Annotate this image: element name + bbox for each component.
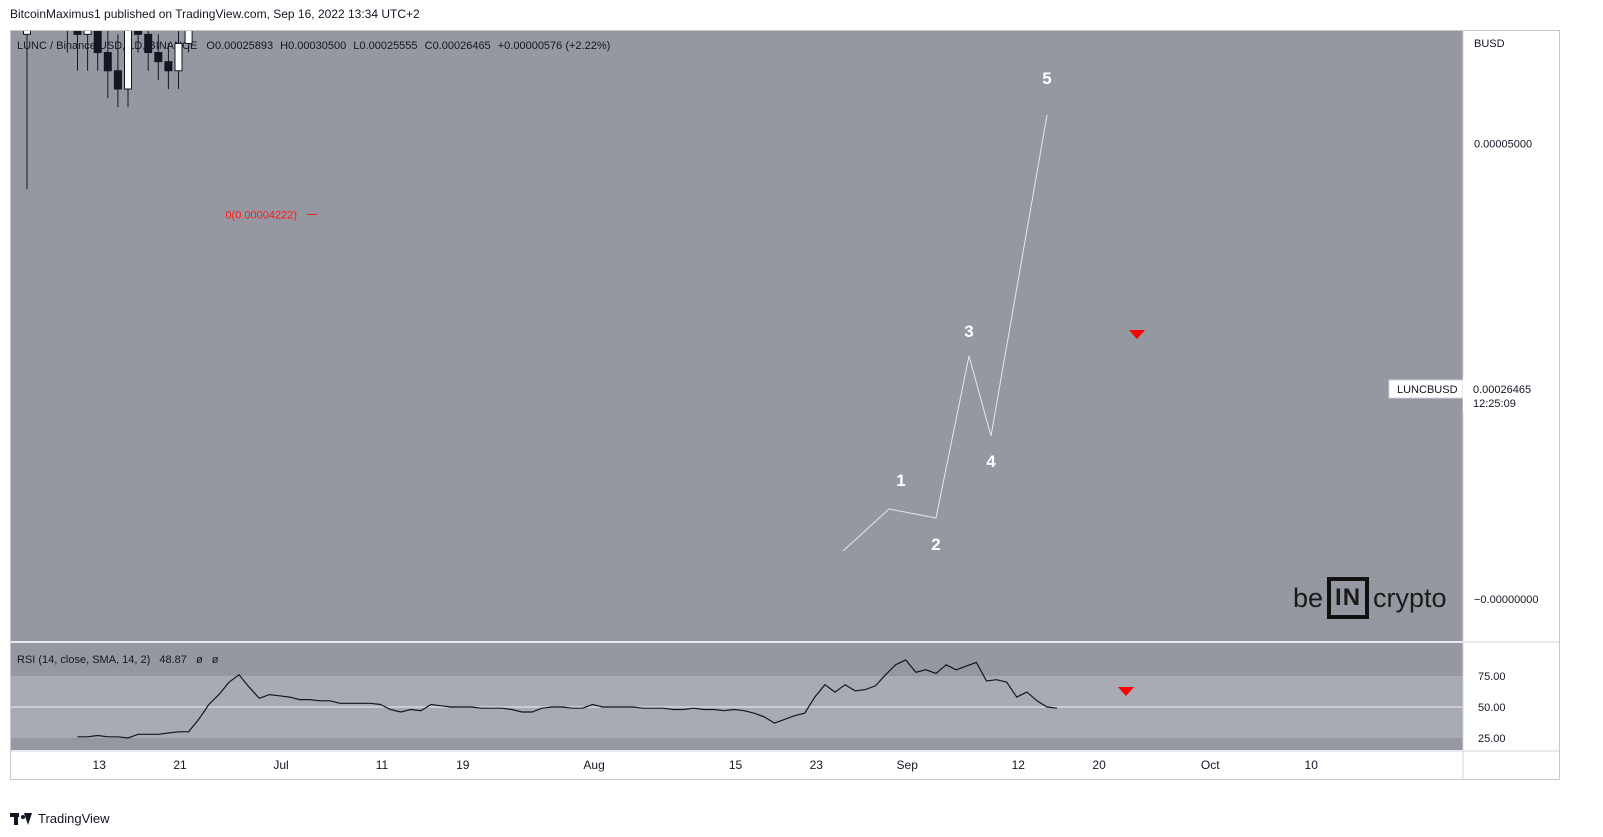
candle-body (83, 15, 92, 35)
last-price-label: LUNCBUSD 0.00026465 12:25:09 (1388, 378, 1549, 412)
time-tick-label: 13 (93, 758, 107, 772)
time-tick-label: 23 (810, 758, 824, 772)
time-tick-label: 19 (456, 758, 470, 772)
rsi-line (77, 659, 1058, 739)
wave-polyline (842, 114, 1048, 552)
candle-body (134, 15, 143, 35)
beincrypto-watermark: be IN crypto (1293, 577, 1447, 619)
publisher-header: BitcoinMaximus1 published on TradingView… (10, 7, 420, 21)
rsi-axis[interactable]: 75.00 50.00 25.00 (1478, 671, 1506, 745)
candle-body (113, 70, 122, 90)
last-price-countdown: 12:25:09 (1473, 398, 1516, 410)
candle-body (144, 33, 153, 54)
tradingview-footer[interactable]: TradingView (10, 811, 110, 826)
tradingview-logo-icon (10, 812, 32, 825)
wave-label: 5 (1042, 69, 1051, 88)
rsi-legend: RSI (14, close, SMA, 14, 2) 48.87 ø ø (17, 654, 219, 666)
time-tick-label: 10 (1305, 758, 1319, 772)
candle-body (103, 52, 112, 72)
rsi-tick-label: 50.00 (1478, 702, 1506, 714)
brand-right: crypto (1373, 582, 1447, 613)
time-tick-label: 15 (729, 758, 743, 772)
legend-line: LUNC / Binance USD, 1D, BINANCE O0.00025… (17, 40, 610, 52)
legend-h-value: 0.00030500 (288, 40, 346, 52)
last-price-symbol: LUNCBUSD (1397, 384, 1458, 396)
price-tick-label: −0.00000000 (1474, 594, 1539, 606)
rsi-legend-label: RSI (14, close, SMA, 14, 2) (17, 654, 150, 666)
rsi-legend-extra1: ø (196, 654, 203, 666)
wave-label: 2 (931, 535, 940, 554)
candle-body (23, 0, 31, 35)
bearish-arrow-price (1129, 330, 1145, 339)
legend-symbol: LUNC / Binance USD, 1D, BINANCE (17, 40, 197, 52)
legend-l-label: L (353, 40, 359, 52)
time-tick-label: 20 (1092, 758, 1106, 772)
rsi-legend-value: 48.87 (159, 654, 187, 666)
wave-label: 1 (896, 471, 905, 490)
wave-label: 3 (964, 322, 973, 341)
candle-body (73, 15, 82, 35)
candle-body (154, 52, 163, 63)
time-tick-label: Jul (273, 758, 288, 772)
price-tick-label: 0.00005000 (1474, 139, 1532, 151)
time-tick-label: Oct (1201, 758, 1220, 772)
candle-body (184, 0, 193, 44)
legend-h-label: H (280, 40, 288, 52)
footer-text: TradingView (38, 811, 110, 826)
wave-labels: 1 2 3 4 5 (896, 69, 1051, 554)
time-tick-label: 12 (1012, 758, 1026, 772)
time-tick-label: 11 (376, 758, 389, 772)
candle-body (124, 15, 132, 90)
legend-o-value: 0.00025893 (215, 40, 273, 52)
chart-frame: LUNC / Binance USD, 1D, BINANCE O0.00025… (10, 0, 1560, 780)
legend-c-value: 0.00026465 (433, 40, 491, 52)
rsi-tick-label: 75.00 (1478, 671, 1506, 683)
candle-body (174, 42, 183, 72)
legend-c-label: C (425, 40, 433, 52)
fib-levels: 4.618(0.00060829)4.2(0.00055705)1(0.0001… (225, 209, 317, 221)
last-price-value: 0.00026465 (1473, 384, 1531, 396)
candle-body (93, 15, 102, 54)
fib-red-label: 0(0.00004222) (225, 209, 297, 221)
price-axis[interactable]: 0.000600000.000550000.000500000.00045000… (1474, 31, 1539, 606)
legend-change: +0.00000576 (+2.22%) (498, 40, 611, 52)
brand-left: be (1293, 582, 1324, 613)
wave-lines (842, 114, 1048, 552)
bearish-arrow-rsi (1118, 687, 1134, 696)
time-tick-label: Aug (583, 758, 604, 772)
rsi-tick-label: 25.00 (1478, 733, 1506, 745)
candle-body (164, 61, 173, 72)
time-tick-label: Sep (897, 758, 919, 772)
time-tick-label: 21 (173, 758, 187, 772)
price-axis-currency: BUSD (1474, 38, 1505, 50)
chart-svg[interactable]: LUNC / Binance USD, 1D, BINANCE O0.00025… (11, 0, 1559, 779)
legend-o-label: O (206, 40, 215, 52)
legend-l-value: 0.00025555 (359, 40, 417, 52)
main-plot-bg[interactable] (11, 31, 1463, 641)
wave-label: 4 (986, 452, 996, 471)
brand-box: IN (1327, 577, 1370, 619)
time-axis[interactable]: 13 21 Jul 11 19 Aug 15 23 Sep 12 20 Oct 10 (93, 758, 1319, 772)
rsi-legend-extra2: ø (212, 654, 219, 666)
